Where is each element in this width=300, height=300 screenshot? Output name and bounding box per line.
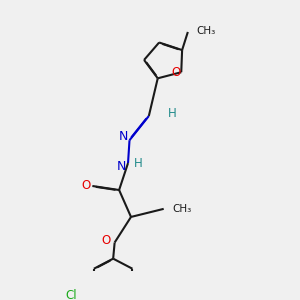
Text: CH₃: CH₃	[196, 26, 215, 36]
Text: O: O	[102, 234, 111, 247]
Text: Cl: Cl	[66, 289, 77, 300]
Text: N: N	[117, 160, 126, 173]
Text: CH₃: CH₃	[172, 204, 191, 214]
Text: O: O	[171, 66, 181, 79]
Text: H: H	[134, 157, 143, 169]
Text: N: N	[118, 130, 128, 143]
Text: H: H	[168, 107, 177, 120]
Text: O: O	[81, 179, 90, 193]
